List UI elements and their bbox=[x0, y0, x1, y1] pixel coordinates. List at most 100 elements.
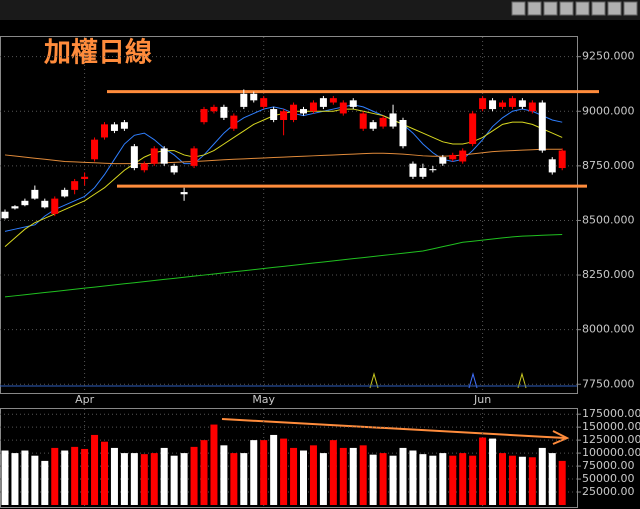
candle-body bbox=[300, 109, 307, 114]
candle-body bbox=[489, 100, 497, 110]
candle-body bbox=[409, 163, 417, 177]
volume-bar bbox=[369, 454, 377, 505]
zoom-in-button[interactable] bbox=[527, 1, 542, 16]
volume-bar bbox=[419, 454, 427, 505]
volume-bar bbox=[300, 450, 307, 505]
volume-bar bbox=[240, 453, 248, 505]
candle-body bbox=[110, 124, 118, 131]
volume-bar bbox=[479, 437, 487, 505]
candle-body bbox=[469, 113, 477, 145]
volume-bar bbox=[280, 438, 288, 505]
toolbar-buttons bbox=[511, 1, 638, 16]
candle-body bbox=[1, 211, 9, 219]
volume-bar bbox=[170, 455, 178, 505]
volume-bar bbox=[409, 450, 417, 505]
candle-body bbox=[499, 102, 506, 107]
candle-body bbox=[31, 189, 39, 199]
candle-body bbox=[140, 163, 148, 171]
volume-bar bbox=[160, 447, 168, 505]
y-tick-label: 100000.00 bbox=[582, 446, 640, 459]
candle-body bbox=[359, 113, 367, 129]
x-tick-label: May bbox=[252, 393, 275, 406]
candle-body bbox=[439, 157, 447, 164]
price-frame bbox=[0, 36, 578, 394]
search-button[interactable] bbox=[559, 1, 574, 16]
y-tick-label: 25000.00 bbox=[582, 485, 635, 498]
volume-bar bbox=[270, 434, 278, 505]
candle-body bbox=[399, 119, 407, 147]
y-tick-label: 8750.000 bbox=[582, 159, 635, 172]
volume-bar bbox=[499, 453, 506, 505]
volume-bar bbox=[120, 453, 128, 505]
y-tick-label: 8000.000 bbox=[582, 323, 635, 336]
signal-markers bbox=[0, 372, 577, 389]
candle-body bbox=[51, 198, 59, 214]
volume-bar bbox=[489, 438, 497, 505]
volume-bar bbox=[81, 448, 89, 505]
volume-bar bbox=[349, 447, 357, 505]
trend-arrow-head bbox=[552, 430, 570, 445]
volume-bar bbox=[329, 440, 337, 505]
x-tick-label: Apr bbox=[75, 393, 95, 406]
candle-body bbox=[528, 102, 536, 112]
volume-frame bbox=[0, 408, 578, 508]
volume-bar bbox=[250, 440, 258, 505]
volume-bar bbox=[538, 447, 546, 505]
candle-body bbox=[130, 146, 138, 169]
candle-body bbox=[61, 189, 69, 197]
signal-marker bbox=[369, 372, 379, 389]
volume-bar bbox=[309, 445, 317, 505]
search-button[interactable] bbox=[575, 1, 590, 16]
candle-body bbox=[81, 176, 89, 179]
volume-bar bbox=[429, 455, 437, 505]
volume-bar bbox=[558, 460, 566, 505]
y-tick-label: 8500.000 bbox=[582, 213, 635, 226]
x-tick-label: Jun bbox=[473, 393, 491, 406]
candle-body bbox=[200, 109, 208, 123]
candle-body bbox=[419, 168, 427, 177]
candle-body bbox=[21, 200, 29, 206]
volume-bar bbox=[130, 453, 138, 505]
volume-bar bbox=[71, 446, 79, 505]
volume-bar bbox=[290, 447, 298, 505]
y-tick-label: 75000.00 bbox=[582, 459, 635, 472]
volume-bar bbox=[31, 455, 39, 505]
volume-bar bbox=[41, 460, 49, 505]
volume-bar bbox=[379, 453, 387, 505]
settings-button[interactable] bbox=[623, 1, 638, 16]
candle-body bbox=[290, 104, 298, 120]
candle-body bbox=[101, 124, 108, 138]
y-tick-label: 8250.000 bbox=[582, 268, 635, 281]
candle-body bbox=[71, 181, 79, 190]
volume-bar bbox=[319, 453, 327, 505]
chart-title: 加權日線 bbox=[44, 37, 152, 69]
candle-body bbox=[508, 98, 516, 107]
y-tick-label: 9000.000 bbox=[582, 104, 635, 117]
candle-body bbox=[479, 98, 487, 110]
volume-bar bbox=[110, 447, 118, 505]
candle-body bbox=[309, 102, 317, 112]
volume-bar bbox=[508, 455, 516, 505]
candle-body bbox=[538, 102, 546, 151]
candle-body bbox=[548, 159, 556, 173]
candle-body bbox=[329, 98, 337, 103]
candle-body bbox=[280, 111, 288, 120]
search-button[interactable] bbox=[543, 1, 558, 16]
candle-body bbox=[459, 150, 467, 162]
candle-body bbox=[180, 192, 188, 195]
y-tick-label: 50000.00 bbox=[582, 472, 635, 485]
print-button[interactable] bbox=[607, 1, 622, 16]
candle-body bbox=[319, 98, 327, 107]
zoom-out-button[interactable] bbox=[511, 1, 526, 16]
save-button[interactable] bbox=[591, 1, 606, 16]
volume-bar bbox=[1, 450, 9, 505]
trend-arrow bbox=[221, 418, 566, 439]
candle-body bbox=[250, 93, 258, 101]
moving-average-line bbox=[4, 233, 563, 298]
y-tick-label: 7750.000 bbox=[582, 377, 635, 390]
y-tick-label: 125000.00 bbox=[582, 433, 640, 446]
volume-bar bbox=[200, 440, 208, 505]
candle-body bbox=[270, 109, 278, 120]
candle-body bbox=[160, 148, 168, 164]
